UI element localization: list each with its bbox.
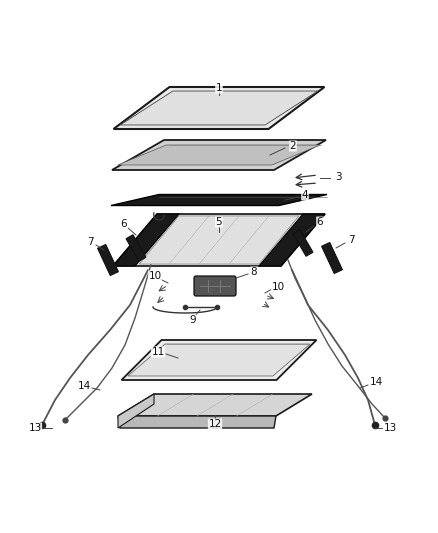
Polygon shape [139, 216, 299, 264]
Text: 9: 9 [190, 315, 196, 325]
Polygon shape [293, 230, 313, 256]
Polygon shape [126, 235, 146, 261]
Polygon shape [128, 344, 310, 376]
Polygon shape [118, 394, 312, 416]
Text: 10: 10 [148, 271, 162, 281]
Polygon shape [113, 214, 179, 266]
Text: 13: 13 [383, 423, 397, 433]
Text: 12: 12 [208, 419, 222, 429]
Text: 7: 7 [348, 235, 354, 245]
Polygon shape [120, 91, 318, 125]
Text: 14: 14 [78, 381, 91, 391]
FancyBboxPatch shape [194, 276, 236, 296]
Text: 11: 11 [152, 347, 165, 357]
Text: 7: 7 [87, 237, 93, 247]
Polygon shape [113, 87, 325, 129]
Text: 13: 13 [28, 423, 42, 433]
Text: 3: 3 [335, 172, 341, 182]
Text: 6: 6 [121, 219, 127, 229]
Polygon shape [118, 416, 276, 428]
Text: 8: 8 [251, 267, 257, 277]
Polygon shape [121, 340, 317, 380]
Text: 1: 1 [215, 83, 223, 93]
Polygon shape [118, 394, 154, 428]
Text: 6: 6 [317, 217, 323, 227]
Polygon shape [321, 243, 343, 273]
Polygon shape [118, 145, 320, 165]
Polygon shape [98, 245, 118, 276]
Polygon shape [112, 140, 326, 170]
Polygon shape [113, 214, 325, 266]
Text: 2: 2 [290, 141, 297, 151]
Text: 4: 4 [302, 190, 308, 200]
Text: 14: 14 [369, 377, 383, 387]
Text: 10: 10 [272, 282, 285, 292]
Text: 5: 5 [215, 217, 223, 227]
Polygon shape [111, 195, 327, 206]
Polygon shape [259, 214, 325, 266]
